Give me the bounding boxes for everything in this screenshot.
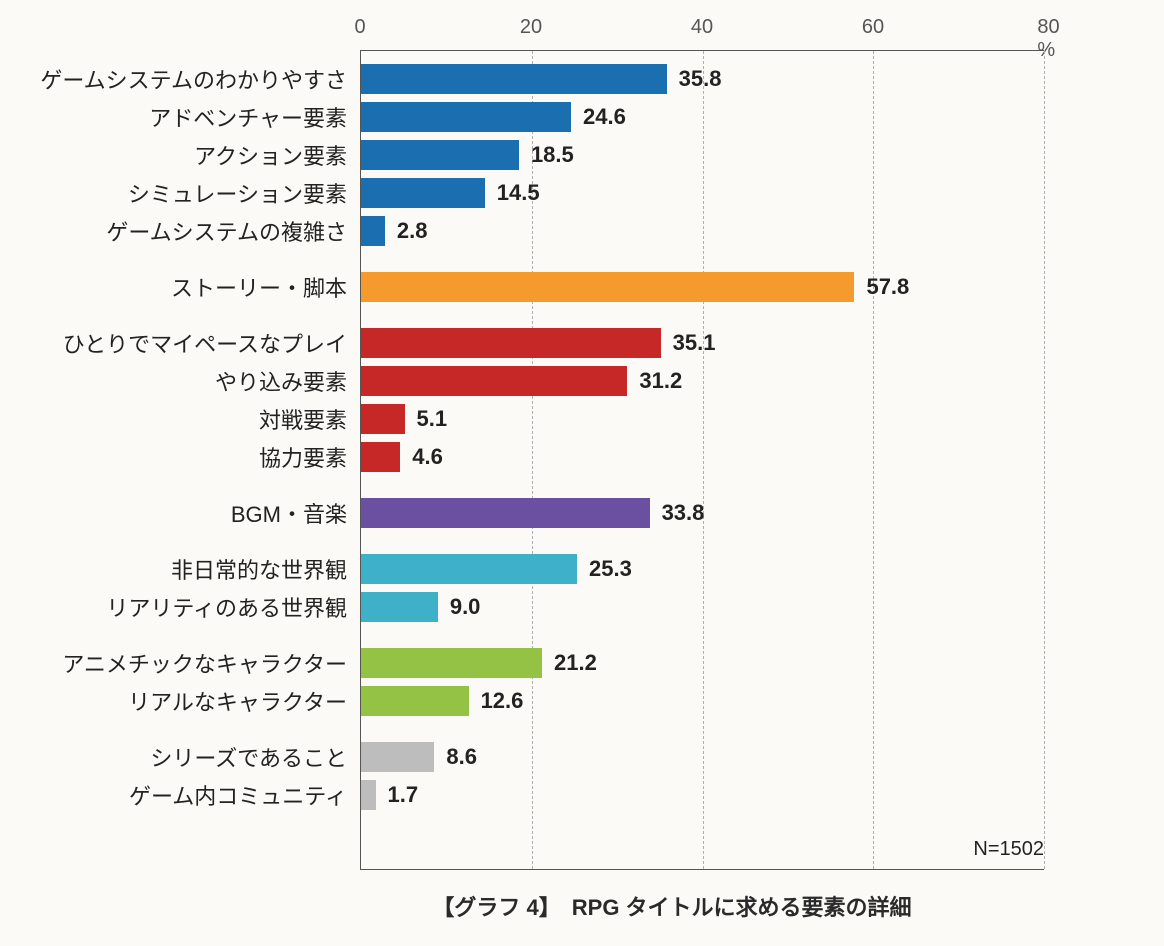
category-label: 非日常的な世界観 <box>171 553 361 585</box>
value-label: 24.6 <box>571 104 626 130</box>
bar-row: ゲーム内コミュニティ1.7 <box>361 777 1044 813</box>
bar-row: リアリティのある世界観9.0 <box>361 589 1044 625</box>
bar-row: 非日常的な世界観25.3 <box>361 551 1044 587</box>
bar <box>361 648 542 678</box>
category-label: ゲームシステムの複雑さ <box>106 215 361 247</box>
category-label: シリーズであること <box>150 741 361 773</box>
bar <box>361 216 385 246</box>
category-label: リアルなキャラクター <box>128 685 361 717</box>
bar <box>361 404 405 434</box>
group-gap <box>361 477 1044 495</box>
bar-row: ゲームシステムのわかりやすさ35.8 <box>361 61 1044 97</box>
x-tick-label: 20 <box>520 16 542 39</box>
value-label: 14.5 <box>485 180 540 206</box>
value-label: 1.7 <box>376 782 419 808</box>
bar-row: アクション要素18.5 <box>361 137 1044 173</box>
bar <box>361 366 627 396</box>
x-tick-label: 0 <box>354 16 365 39</box>
gridline <box>1044 51 1045 869</box>
bar <box>361 64 667 94</box>
bars-layer: ゲームシステムのわかりやすさ35.8アドベンチャー要素24.6アクション要素18… <box>361 61 1044 859</box>
category-label: 協力要素 <box>259 441 361 473</box>
bar-row: リアルなキャラクター12.6 <box>361 683 1044 719</box>
category-label: リアリティのある世界観 <box>106 591 361 623</box>
bar-row: 協力要素4.6 <box>361 439 1044 475</box>
bar <box>361 686 469 716</box>
bar <box>361 742 434 772</box>
value-label: 25.3 <box>577 556 632 582</box>
category-label: ひとりでマイペースなプレイ <box>63 327 361 359</box>
category-label: アニメチックなキャラクター <box>62 647 361 679</box>
category-label: アクション要素 <box>194 139 361 171</box>
sample-size-label: N=1502 <box>973 838 1044 861</box>
chart-container: 020406080 % ゲームシステムのわかりやすさ35.8アドベンチャー要素2… <box>0 0 1164 946</box>
x-axis-scale: 020406080 % <box>360 10 1044 50</box>
bar-row: シミュレーション要素14.5 <box>361 175 1044 211</box>
bar <box>361 780 376 810</box>
x-tick-label: 40 <box>691 16 713 39</box>
bar-row: ひとりでマイペースなプレイ35.1 <box>361 325 1044 361</box>
bar <box>361 498 650 528</box>
value-label: 2.8 <box>385 218 428 244</box>
bar-row: ストーリー・脚本57.8 <box>361 269 1044 305</box>
value-label: 31.2 <box>627 368 682 394</box>
group-gap <box>361 721 1044 739</box>
value-label: 18.5 <box>519 142 574 168</box>
bar-row: やり込み要素31.2 <box>361 363 1044 399</box>
value-label: 35.8 <box>667 66 722 92</box>
bar <box>361 442 400 472</box>
bar-row: BGM・音楽33.8 <box>361 495 1044 531</box>
bar <box>361 102 571 132</box>
value-label: 4.6 <box>400 444 443 470</box>
value-label: 12.6 <box>469 688 524 714</box>
value-label: 21.2 <box>542 650 597 676</box>
category-label: アドベンチャー要素 <box>149 101 361 133</box>
bar <box>361 328 661 358</box>
category-label: ゲーム内コミュニティ <box>129 779 361 811</box>
value-label: 35.1 <box>661 330 716 356</box>
group-gap <box>361 251 1044 269</box>
category-label: ストーリー・脚本 <box>171 271 361 303</box>
category-label: やり込み要素 <box>215 365 361 397</box>
bar <box>361 272 854 302</box>
value-label: 33.8 <box>650 500 705 526</box>
category-label: 対戦要素 <box>259 403 361 435</box>
x-tick-label: 60 <box>862 16 884 39</box>
plot-area: ゲームシステムのわかりやすさ35.8アドベンチャー要素24.6アクション要素18… <box>360 50 1044 870</box>
bar-row: ゲームシステムの複雑さ2.8 <box>361 213 1044 249</box>
group-gap <box>361 307 1044 325</box>
category-label: BGM・音楽 <box>231 497 361 529</box>
chart-caption: 【グラフ 4】 RPG タイトルに求める要素の詳細 <box>220 890 1124 922</box>
bar-row: シリーズであること8.6 <box>361 739 1044 775</box>
bar <box>361 592 438 622</box>
bar <box>361 554 577 584</box>
value-label: 8.6 <box>434 744 477 770</box>
bar <box>361 178 485 208</box>
bar <box>361 140 519 170</box>
value-label: 9.0 <box>438 594 481 620</box>
category-label: ゲームシステムのわかりやすさ <box>40 63 361 95</box>
bar-row: アニメチックなキャラクター21.2 <box>361 645 1044 681</box>
value-label: 57.8 <box>854 274 909 300</box>
value-label: 5.1 <box>405 406 448 432</box>
category-label: シミュレーション要素 <box>128 177 361 209</box>
group-gap <box>361 627 1044 645</box>
group-gap <box>361 533 1044 551</box>
bar-row: 対戦要素5.1 <box>361 401 1044 437</box>
bar-row: アドベンチャー要素24.6 <box>361 99 1044 135</box>
